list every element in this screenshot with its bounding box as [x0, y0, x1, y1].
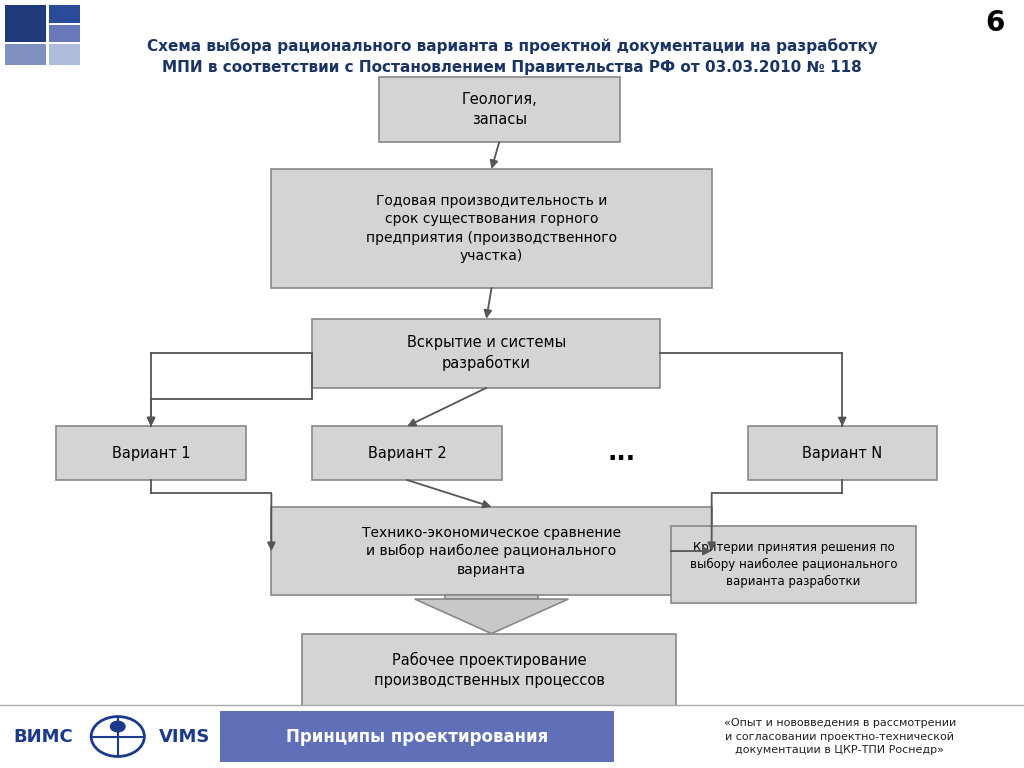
Text: Схема выбора рационального варианта в проектной документации на разработку: Схема выбора рационального варианта в пр… [146, 38, 878, 54]
Bar [49, 25, 80, 42]
Bar [5, 5, 46, 42]
Text: Принципы проектирования: Принципы проектирования [286, 727, 549, 746]
Bar [271, 169, 712, 288]
Text: 6: 6 [986, 9, 1005, 37]
Text: Технико-экономическое сравнение
и выбор наиболее рационального
варианта: Технико-экономическое сравнение и выбор … [361, 525, 622, 577]
Bar [312, 319, 660, 388]
Text: Вскрытие и системы
разработки: Вскрытие и системы разработки [407, 335, 566, 372]
Text: «Опыт и нововведения в рассмотрении
и согласовании проектно-технической
документ: «Опыт и нововведения в рассмотрении и со… [724, 718, 955, 755]
Text: Вариант 2: Вариант 2 [368, 445, 446, 461]
Text: МПИ в соответствии с Постановлением Правительства РФ от 03.03.2010 № 118: МПИ в соответствии с Постановлением Прав… [162, 60, 862, 75]
Bar [271, 507, 712, 595]
Bar [56, 426, 246, 480]
Bar [312, 426, 502, 480]
Text: Геология,
запасы: Геология, запасы [462, 92, 537, 127]
Text: Вариант 1: Вариант 1 [112, 445, 190, 461]
Bar [379, 77, 620, 142]
Bar [445, 595, 538, 599]
Bar [748, 426, 937, 480]
Bar [5, 44, 46, 65]
Bar [49, 44, 80, 65]
Bar [49, 5, 80, 23]
Text: Годовая производительность и
срок существования горного
предприятия (производств: Годовая производительность и срок сущест… [366, 194, 617, 263]
Bar [220, 711, 614, 762]
Text: Критерии принятия решения по
выбору наиболее рационального
варианта разработки: Критерии принятия решения по выбору наиб… [690, 541, 897, 588]
Text: VIMS: VIMS [159, 727, 210, 746]
Bar [302, 634, 676, 707]
Polygon shape [415, 599, 568, 634]
Text: Вариант N: Вариант N [802, 445, 883, 461]
Text: ВИМС: ВИМС [13, 727, 73, 746]
Bar [0, 705, 1024, 768]
Text: ...: ... [607, 441, 636, 465]
Bar [671, 526, 916, 603]
Text: Рабочее проектирование
производственных процессов: Рабочее проектирование производственных … [374, 652, 604, 688]
Circle shape [110, 720, 126, 733]
